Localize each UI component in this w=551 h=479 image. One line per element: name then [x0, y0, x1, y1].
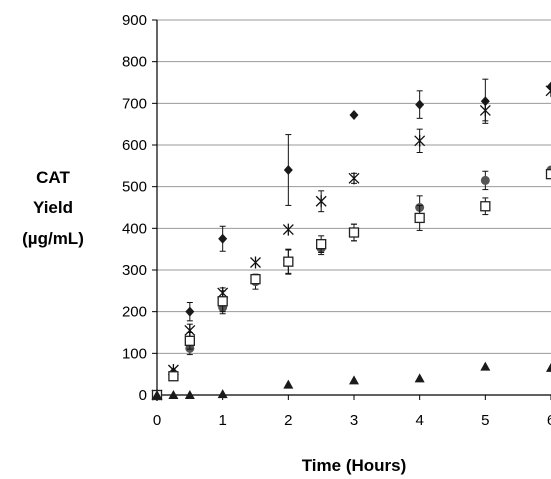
y-tick-label-200: 200: [122, 304, 147, 321]
y-axis-title-line-3: (µg/mL): [22, 229, 84, 248]
point-square-5: [283, 256, 294, 267]
point-star-7: [348, 172, 360, 185]
series-diamond: [152, 78, 551, 400]
point-square-3: [217, 296, 228, 307]
x-tick-label-2: 2: [284, 412, 292, 429]
y-tick-label-800: 800: [122, 54, 147, 71]
plot-area: [151, 78, 551, 401]
y-axis-title-line-1: CAT: [36, 168, 70, 187]
point-triangle-5: [349, 375, 359, 385]
point-triangle-8: [546, 362, 551, 372]
grid-lines: [157, 19, 551, 354]
point-triangle-2: [184, 390, 195, 399]
x-axis-title: Time (Hours): [302, 456, 407, 475]
y-tick-label-600: 600: [122, 137, 147, 154]
series-square: [151, 169, 551, 401]
series-circle: [152, 165, 551, 400]
x-tick-label-1: 1: [218, 412, 226, 429]
point-diamond-6: [415, 99, 425, 110]
x-tick-label-4: 4: [415, 412, 423, 429]
point-diamond-3: [218, 233, 228, 244]
y-tick-label-400: 400: [122, 220, 147, 237]
point-square-2: [184, 335, 195, 346]
point-star-5: [282, 223, 294, 236]
point-square-6: [316, 239, 327, 250]
y-tick-label-900: 900: [122, 12, 147, 29]
point-square-1: [168, 371, 179, 382]
axes: [156, 20, 551, 396]
point-star-9: [479, 104, 491, 117]
point-square-9: [480, 201, 491, 212]
y-tick-labels: 0 100 200 300 400 500 600 700 800 900: [122, 12, 157, 404]
point-triangle-3: [217, 389, 228, 399]
point-square-10: [545, 169, 551, 180]
y-tick-label-700: 700: [122, 95, 147, 112]
point-triangle-7: [480, 361, 491, 371]
point-diamond-2: [185, 306, 195, 317]
point-star-6: [315, 195, 327, 208]
y-tick-label-0: 0: [139, 387, 147, 404]
x-tick-label-5: 5: [481, 412, 489, 429]
x-tick-label-0: 0: [153, 412, 161, 429]
point-diamond-4: [283, 165, 293, 175]
point-triangle-4: [283, 379, 294, 389]
y-tick-label-500: 500: [122, 179, 147, 196]
x-tick-label-6: 6: [547, 412, 551, 429]
point-circle-8: [480, 175, 490, 185]
point-square-8: [414, 212, 425, 224]
point-star-10: [545, 84, 551, 97]
point-square-7: [348, 227, 360, 238]
point-star-4: [250, 256, 261, 269]
point-triangle-1: [168, 390, 179, 399]
point-star-8: [414, 134, 426, 147]
y-tick-label-300: 300: [122, 262, 147, 279]
point-triangle-6: [414, 373, 425, 383]
y-axis-title-line-2: Yield: [33, 198, 73, 217]
point-square-4: [250, 274, 261, 285]
point-diamond-5: [349, 110, 359, 120]
series-triangle: [152, 361, 551, 399]
x-tick-label-3: 3: [350, 412, 358, 429]
point-triangle-0: [152, 390, 162, 399]
y-axis-title: CAT Yield (µg/mL): [22, 168, 84, 248]
y-tick-label-100: 100: [122, 345, 147, 362]
x-tick-labels: 0 1 2 3 4 5 6: [153, 395, 551, 429]
